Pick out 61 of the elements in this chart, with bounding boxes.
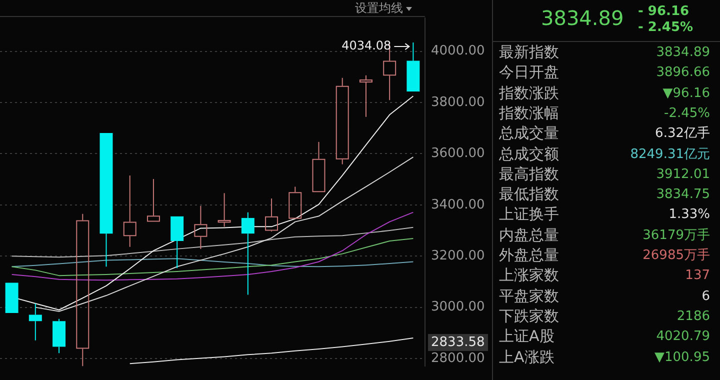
text: ▼96.16 xyxy=(662,86,710,101)
text: ▼100.95 xyxy=(654,350,710,364)
text: 1.33% xyxy=(668,207,710,222)
category-label: 指数涨跌 xyxy=(499,84,559,103)
category-label: 内盘总量 xyxy=(499,226,559,245)
category-label: 上涨家数 xyxy=(499,266,559,286)
text: 3834.89 xyxy=(541,6,624,30)
text: 2833.58 xyxy=(428,334,488,351)
text: - 2.45% xyxy=(638,20,694,35)
candlestick xyxy=(170,216,184,269)
candlestick xyxy=(123,174,136,248)
text: 3896.66 xyxy=(656,65,710,80)
category-label: 上证A股 xyxy=(499,327,554,346)
candlestick xyxy=(265,198,278,232)
category-label: 上证换手 xyxy=(499,205,559,224)
category-label: 下跌家数 xyxy=(499,306,559,326)
y-tick-label: 3000.00 xyxy=(431,300,485,315)
text: 26985万手 xyxy=(642,248,710,263)
category-label: 平盘家数 xyxy=(499,286,559,306)
text: 3912.01 xyxy=(656,166,710,182)
category-label: 最新指数 xyxy=(499,43,559,62)
text: 3834.75 xyxy=(656,187,710,202)
y-tick-label: 4000.00 xyxy=(431,44,485,59)
y-tick-label: 3800.00 xyxy=(431,94,485,110)
text: -2.45% xyxy=(664,106,710,121)
category-label: 外盘总量 xyxy=(499,246,559,265)
category-label: 最低指数 xyxy=(499,185,559,204)
text: 3834.89 xyxy=(656,45,710,60)
candlestick xyxy=(28,302,42,341)
text: 设置均线 xyxy=(355,0,404,16)
candlestick xyxy=(218,192,231,228)
category-label: 上A涨跌 xyxy=(499,348,554,366)
candlestick xyxy=(312,141,326,192)
annotation: 4034.08 xyxy=(342,38,392,53)
text: 8249.31亿元 xyxy=(630,146,710,162)
candlestick xyxy=(194,205,208,250)
category-label: 总成交额 xyxy=(499,144,559,164)
candlestick xyxy=(406,42,420,92)
candlestick xyxy=(359,74,372,118)
candlestick xyxy=(288,186,302,219)
text: 4020.79 xyxy=(656,329,710,344)
text: 137 xyxy=(685,268,710,284)
category-label: 总成交量 xyxy=(499,124,559,144)
y-tick-label: 3400.00 xyxy=(431,197,485,212)
text: 36179万手 xyxy=(642,228,710,243)
candlestick xyxy=(76,213,90,366)
candlestick xyxy=(146,178,160,222)
category-label: 今日开盘 xyxy=(499,63,559,82)
category-label: 指数涨幅 xyxy=(499,104,559,123)
candlestick xyxy=(52,318,66,354)
y-tick-label: 3200.00 xyxy=(431,248,485,264)
text: - 96.16 xyxy=(638,4,690,19)
text: 6.32亿手 xyxy=(655,126,710,142)
text: 2186 xyxy=(676,308,710,324)
candlestick xyxy=(336,77,349,165)
category-label: 最高指数 xyxy=(499,164,559,184)
y-tick-label: 2800.00 xyxy=(431,350,485,366)
text: 6 xyxy=(702,288,710,304)
y-tick-label: 3600.00 xyxy=(431,146,485,162)
candlestick xyxy=(241,212,254,296)
candlestick xyxy=(100,132,113,268)
